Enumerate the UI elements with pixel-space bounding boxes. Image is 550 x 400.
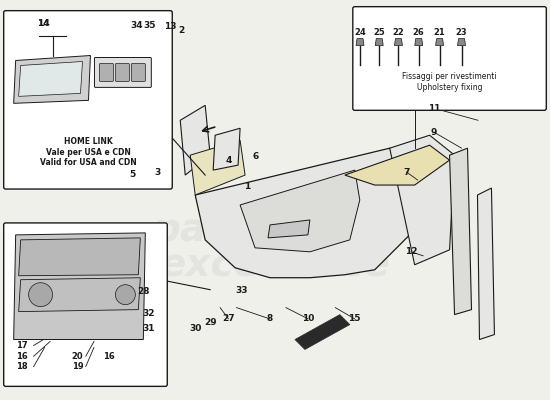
Text: 4: 4 — [225, 156, 232, 165]
Text: 16: 16 — [15, 352, 28, 361]
Polygon shape — [415, 38, 423, 46]
FancyBboxPatch shape — [131, 64, 145, 82]
Polygon shape — [195, 148, 415, 278]
Text: HOME LINK
Vale per USA e CDN
Valid for USA and CDN: HOME LINK Vale per USA e CDN Valid for U… — [40, 137, 136, 167]
Polygon shape — [14, 233, 145, 340]
Text: 7: 7 — [404, 168, 410, 176]
Text: 25: 25 — [373, 28, 385, 37]
Text: 28: 28 — [137, 287, 150, 296]
Text: 13: 13 — [164, 22, 177, 31]
FancyBboxPatch shape — [4, 223, 167, 386]
Polygon shape — [14, 56, 90, 103]
Polygon shape — [436, 38, 443, 46]
Text: 5: 5 — [129, 170, 135, 178]
Polygon shape — [180, 105, 210, 175]
Text: 35: 35 — [144, 21, 156, 30]
Text: 1: 1 — [244, 182, 251, 190]
Text: 30: 30 — [189, 324, 202, 333]
Polygon shape — [390, 135, 454, 265]
Text: 29: 29 — [204, 318, 217, 327]
Circle shape — [116, 285, 135, 305]
Text: 2: 2 — [179, 26, 185, 35]
Circle shape — [29, 283, 53, 307]
Polygon shape — [477, 188, 494, 340]
Polygon shape — [295, 315, 350, 350]
Text: 18: 18 — [16, 362, 28, 371]
Text: 34: 34 — [130, 21, 143, 30]
Text: 32: 32 — [142, 309, 155, 318]
Text: 23: 23 — [456, 28, 468, 37]
Text: 14: 14 — [37, 19, 50, 28]
Text: 22: 22 — [393, 28, 404, 37]
Polygon shape — [19, 278, 140, 312]
Text: 33: 33 — [236, 286, 249, 295]
Polygon shape — [356, 38, 364, 46]
Text: 11: 11 — [428, 104, 441, 113]
Text: 19: 19 — [72, 362, 83, 371]
Text: 16: 16 — [103, 352, 115, 361]
FancyBboxPatch shape — [100, 64, 113, 82]
Polygon shape — [213, 128, 240, 170]
Text: passion for: passion for — [153, 211, 397, 249]
Polygon shape — [345, 145, 449, 185]
Text: 27: 27 — [222, 314, 235, 323]
Text: 20: 20 — [72, 352, 83, 361]
Polygon shape — [268, 220, 310, 238]
Text: 10: 10 — [302, 314, 314, 323]
Text: 15: 15 — [348, 314, 361, 323]
Text: 14: 14 — [37, 19, 50, 28]
Polygon shape — [19, 62, 82, 96]
Text: 17: 17 — [16, 341, 28, 350]
Polygon shape — [449, 148, 471, 315]
Polygon shape — [394, 38, 403, 46]
Text: 26: 26 — [413, 28, 425, 37]
Polygon shape — [190, 140, 245, 195]
Text: 3: 3 — [154, 168, 160, 176]
Text: 24: 24 — [354, 28, 366, 37]
FancyBboxPatch shape — [95, 58, 151, 87]
Text: 12: 12 — [405, 247, 417, 256]
Polygon shape — [19, 238, 140, 276]
Polygon shape — [240, 170, 360, 252]
Text: 6: 6 — [252, 152, 259, 161]
Polygon shape — [458, 38, 465, 46]
FancyBboxPatch shape — [353, 7, 546, 110]
Text: 21: 21 — [434, 28, 446, 37]
Text: 9: 9 — [431, 128, 437, 137]
Polygon shape — [375, 38, 383, 46]
Text: excellence: excellence — [160, 246, 390, 284]
Text: Fissaggi per rivestimenti
Upholstery fixing: Fissaggi per rivestimenti Upholstery fix… — [402, 72, 497, 92]
Text: 8: 8 — [266, 314, 273, 323]
FancyBboxPatch shape — [116, 64, 129, 82]
FancyBboxPatch shape — [4, 11, 172, 189]
Text: 31: 31 — [142, 324, 155, 333]
